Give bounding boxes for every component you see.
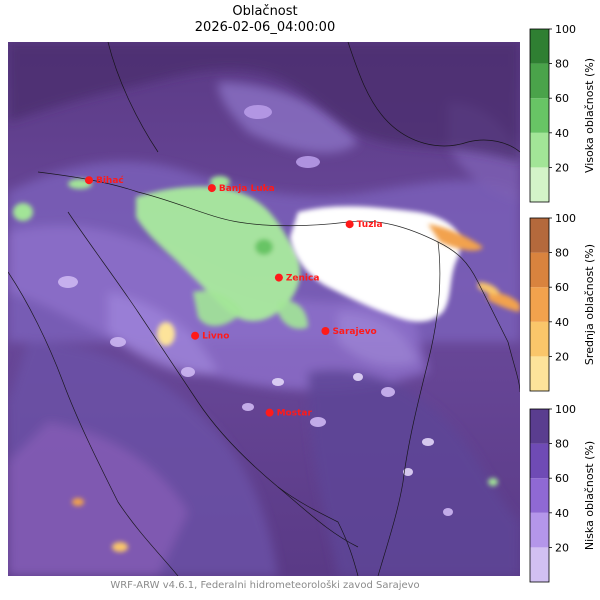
colorbar-segment [530,512,549,548]
colorbar-tick-label: 20 [555,350,569,363]
colorbar-tick-label: 40 [555,316,569,329]
colorbar-segment [530,29,549,64]
colorbar-tick-label: 20 [555,541,569,554]
colorbar-segment [530,218,549,253]
colorbar-tick-label: 40 [555,127,569,140]
city-marker [191,331,200,340]
colorbar-segment [530,478,549,513]
city-label: Tuzla [357,220,383,230]
city-label: Banja Luka [219,184,275,194]
colorbar-label: Visoka oblačnost (%) [583,58,596,173]
colorbar-tick-label: 60 [555,281,569,294]
model-credit: WRF-ARW v4.6.1, Federalni hidrometeorolo… [110,580,420,591]
colorbar-segment [530,63,549,99]
colorbar-segment [530,443,549,479]
colorbar-tick-label: 80 [555,438,569,451]
colorbar-label: Srednja oblačnost (%) [583,244,596,365]
colorbar-frame [529,28,550,203]
colorbar-segment [530,167,549,202]
colorbar-segment [530,547,549,582]
colorbar-2: 100 80 60 40 20 Srednja oblačnost (%) [529,212,596,392]
colorbar-tick-label: 80 [555,247,569,260]
country-borders [8,42,520,576]
colorbar-segment [530,409,549,444]
map-datetime: 2026-02-06_04:00:00 [194,20,336,35]
colorbar-frame [529,217,550,392]
city-label: Livno [202,332,229,342]
city-label: Mostar [277,409,313,419]
city-label: Zenica [286,274,320,284]
city-marker [84,176,93,185]
colorbar-segment [530,98,549,133]
colorbar-label: Niska oblačnost (%) [583,441,596,550]
colorbar-3: 100 80 60 40 20 Niska oblačnost (%) [529,403,596,583]
city-marker [321,326,330,335]
colorbar-tick-label: 20 [555,161,569,174]
map-title: Oblačnost [232,4,298,19]
city-marker [207,184,216,193]
city-marker [345,220,354,229]
dark-northern-band [8,42,520,162]
colorbar-segment [530,252,549,288]
colorbar-tick-label: 100 [555,403,576,416]
colorbar-tick-label: 80 [555,58,569,71]
mid-cloud-field [72,224,520,552]
colorbar-tick-label: 60 [555,92,569,105]
colorbar-tick-label: 40 [555,507,569,520]
colorbar-frame [529,408,550,583]
city-markers: Bihać Banja Luka Tuzla Zenica Sarajevo Livno M… [84,175,383,419]
colorbar-segment [530,132,549,168]
colorbar-tick-label: 100 [555,212,576,225]
city-marker [274,273,283,282]
colorbar-tick-label: 60 [555,472,569,485]
colorbar-segment [530,356,549,391]
colorbar-segment [530,321,549,357]
colorbar-1: 100 80 60 40 20 Visoka oblačnost (%) [529,23,596,203]
city-label: Bihać [96,175,124,186]
city-label: Sarajevo [332,327,376,337]
bright-low-cloud-cells [58,105,453,516]
colorbar-tick-label: 100 [555,23,576,36]
clear-sky-region [290,206,461,322]
high-cloud-field [13,176,498,486]
colorbar-segment [530,287,549,322]
cloud-cover-map: Bihać Banja Luka Tuzla Zenica Sarajevo Livno M… [8,42,520,576]
colorbar-legends: 100 80 60 40 20 Visoka oblačnost (%) 100 80 60 40… [529,23,596,583]
city-marker [265,408,274,417]
